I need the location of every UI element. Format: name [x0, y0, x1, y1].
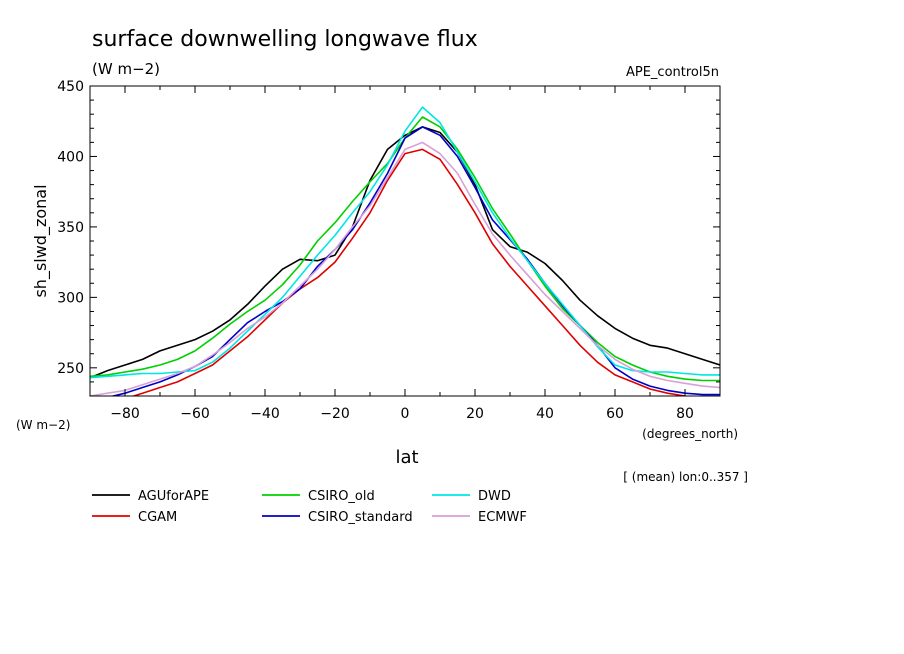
legend-label-3: CSIRO_standard [308, 510, 413, 525]
series-line-4 [90, 106, 720, 379]
series-line-0 [90, 126, 720, 379]
x-tick-label: −40 [250, 406, 280, 422]
legend-label-5: ECMWF [478, 510, 527, 525]
x-axis-label: lat [395, 447, 418, 468]
x-tick-label: −60 [180, 406, 210, 422]
y-units-label: (W m−2) [16, 418, 70, 432]
series-line-2 [90, 116, 720, 382]
series-line-1 [131, 148, 688, 396]
y-tick-label: 400 [57, 149, 84, 165]
legend-label-2: CSIRO_old [308, 489, 375, 504]
x-axis: −80 −60 −40 −20 0 20 40 60 80 [89, 86, 721, 422]
y-axis-label: sh_slwd_zonal [31, 184, 51, 297]
x-units-label: (degrees_north) [642, 427, 738, 441]
x-tick-label: −80 [110, 406, 140, 422]
chart-units-label: (W m−2) [92, 60, 160, 78]
y-tick-label: 350 [57, 220, 84, 236]
series-line-3 [109, 126, 720, 396]
y-tick-label: 450 [57, 79, 84, 95]
legend: AGUforAPE CGAM CSIRO_old CSIRO_standard DWD E… [92, 489, 527, 525]
y-axis: 250 300 350 400 450 [57, 79, 720, 383]
x-tick-label: 80 [676, 406, 694, 422]
x-tick-label: 20 [466, 406, 484, 422]
legend-label-4: DWD [478, 489, 511, 504]
x-tick-label: 40 [536, 406, 554, 422]
y-tick-label: 250 [57, 361, 84, 377]
plot-lines [90, 106, 720, 396]
legend-label-0: AGUforAPE [138, 489, 209, 504]
legend-label-1: CGAM [138, 510, 177, 525]
footnote: [ (mean) lon:0..357 ] [623, 470, 748, 484]
x-tick-label: 0 [401, 406, 410, 422]
x-tick-label: 60 [606, 406, 624, 422]
run-label: APE_control5n [626, 65, 719, 80]
chart-title: surface downwelling longwave flux [92, 27, 478, 52]
y-tick-label: 300 [57, 290, 84, 306]
x-tick-label: −20 [320, 406, 350, 422]
series-line-5 [90, 141, 720, 396]
